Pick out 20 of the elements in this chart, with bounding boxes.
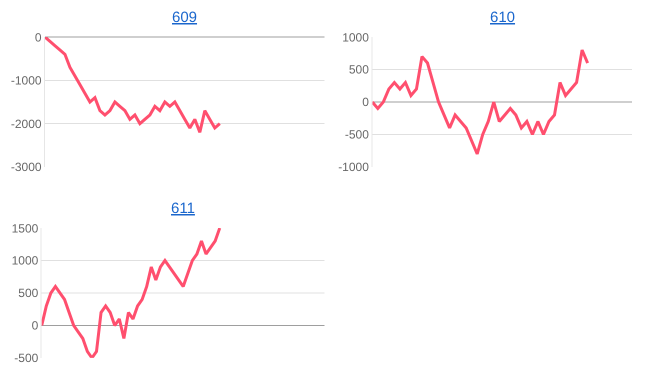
y-tick-label: 1000 <box>12 254 39 268</box>
y-tick-label: -1000 <box>10 74 42 88</box>
y-tick-label: -1000 <box>338 160 370 174</box>
y-tick-label: -2000 <box>10 116 42 131</box>
y-tick-label: -500 <box>14 351 39 366</box>
chart-title: 610 <box>490 9 516 26</box>
y-tick-label: 0 <box>32 318 39 333</box>
y-tick-label: -500 <box>344 128 370 142</box>
line-series <box>372 48 590 156</box>
chart-title: 611 <box>171 200 195 217</box>
y-tick-label: 500 <box>348 62 370 77</box>
y-tick-label: 1000 <box>342 30 370 44</box>
y-tick-label: 0 <box>362 95 370 110</box>
y-tick-label: 500 <box>18 286 39 300</box>
y-tick-label: -3000 <box>10 160 42 174</box>
y-tick-label: 0 <box>34 30 42 44</box>
y-tick-label: 1500 <box>12 221 39 236</box>
line-series <box>44 37 222 134</box>
chart-title: 609 <box>172 9 198 26</box>
line-series <box>42 228 222 358</box>
